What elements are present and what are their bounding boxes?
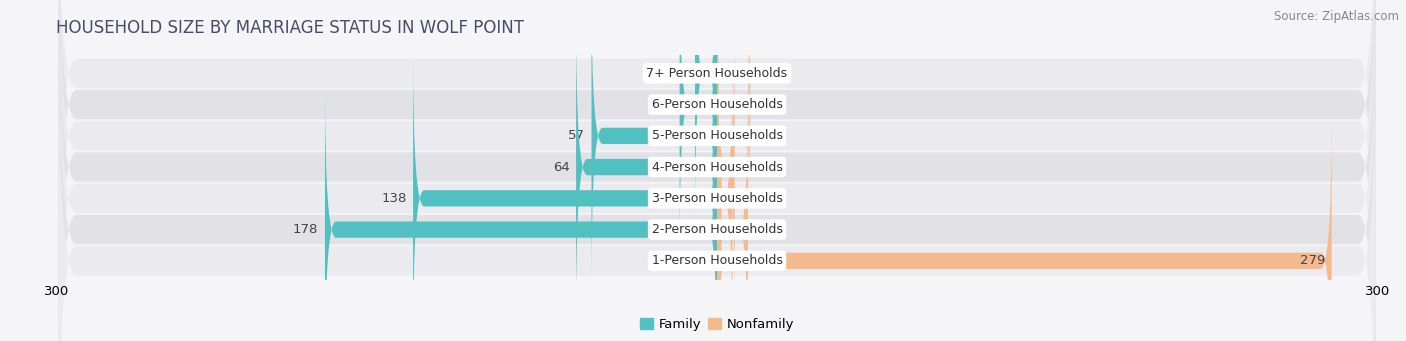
Text: 17: 17 xyxy=(657,98,673,111)
FancyBboxPatch shape xyxy=(717,19,751,190)
FancyBboxPatch shape xyxy=(695,0,717,222)
FancyBboxPatch shape xyxy=(717,50,733,341)
FancyBboxPatch shape xyxy=(717,113,1331,341)
Text: 138: 138 xyxy=(381,192,406,205)
Text: 0: 0 xyxy=(756,67,765,80)
Text: 8: 8 xyxy=(741,161,749,174)
Text: HOUSEHOLD SIZE BY MARRIAGE STATUS IN WOLF POINT: HOUSEHOLD SIZE BY MARRIAGE STATUS IN WOL… xyxy=(56,18,524,36)
Text: 14: 14 xyxy=(755,223,772,236)
FancyBboxPatch shape xyxy=(59,0,1375,341)
Text: 0: 0 xyxy=(756,98,765,111)
Text: 5-Person Households: 5-Person Households xyxy=(651,129,783,142)
Text: 64: 64 xyxy=(553,161,569,174)
FancyBboxPatch shape xyxy=(717,19,735,315)
Text: 1-Person Households: 1-Person Households xyxy=(651,254,783,267)
FancyBboxPatch shape xyxy=(59,0,1375,341)
FancyBboxPatch shape xyxy=(413,50,717,341)
Text: 3-Person Households: 3-Person Households xyxy=(651,192,783,205)
Text: 57: 57 xyxy=(568,129,585,142)
FancyBboxPatch shape xyxy=(59,0,1375,309)
FancyBboxPatch shape xyxy=(59,0,1375,340)
Text: 6-Person Households: 6-Person Households xyxy=(651,98,783,111)
Text: 2-Person Households: 2-Person Households xyxy=(651,223,783,236)
FancyBboxPatch shape xyxy=(59,0,1375,341)
Text: Source: ZipAtlas.com: Source: ZipAtlas.com xyxy=(1274,10,1399,23)
FancyBboxPatch shape xyxy=(592,0,717,284)
FancyBboxPatch shape xyxy=(717,81,748,341)
Text: 178: 178 xyxy=(292,223,318,236)
FancyBboxPatch shape xyxy=(59,0,1375,341)
Text: 7+ Person Households: 7+ Person Households xyxy=(647,67,787,80)
FancyBboxPatch shape xyxy=(717,50,751,222)
FancyBboxPatch shape xyxy=(59,26,1375,341)
FancyBboxPatch shape xyxy=(717,0,751,159)
Legend: Family, Nonfamily: Family, Nonfamily xyxy=(636,312,799,336)
FancyBboxPatch shape xyxy=(325,81,717,341)
Text: 4-Person Households: 4-Person Households xyxy=(651,161,783,174)
Text: 279: 279 xyxy=(1299,254,1324,267)
Text: 7: 7 xyxy=(740,192,748,205)
Text: 0: 0 xyxy=(756,129,765,142)
FancyBboxPatch shape xyxy=(576,19,717,315)
Text: 10: 10 xyxy=(672,67,689,80)
FancyBboxPatch shape xyxy=(679,0,717,253)
